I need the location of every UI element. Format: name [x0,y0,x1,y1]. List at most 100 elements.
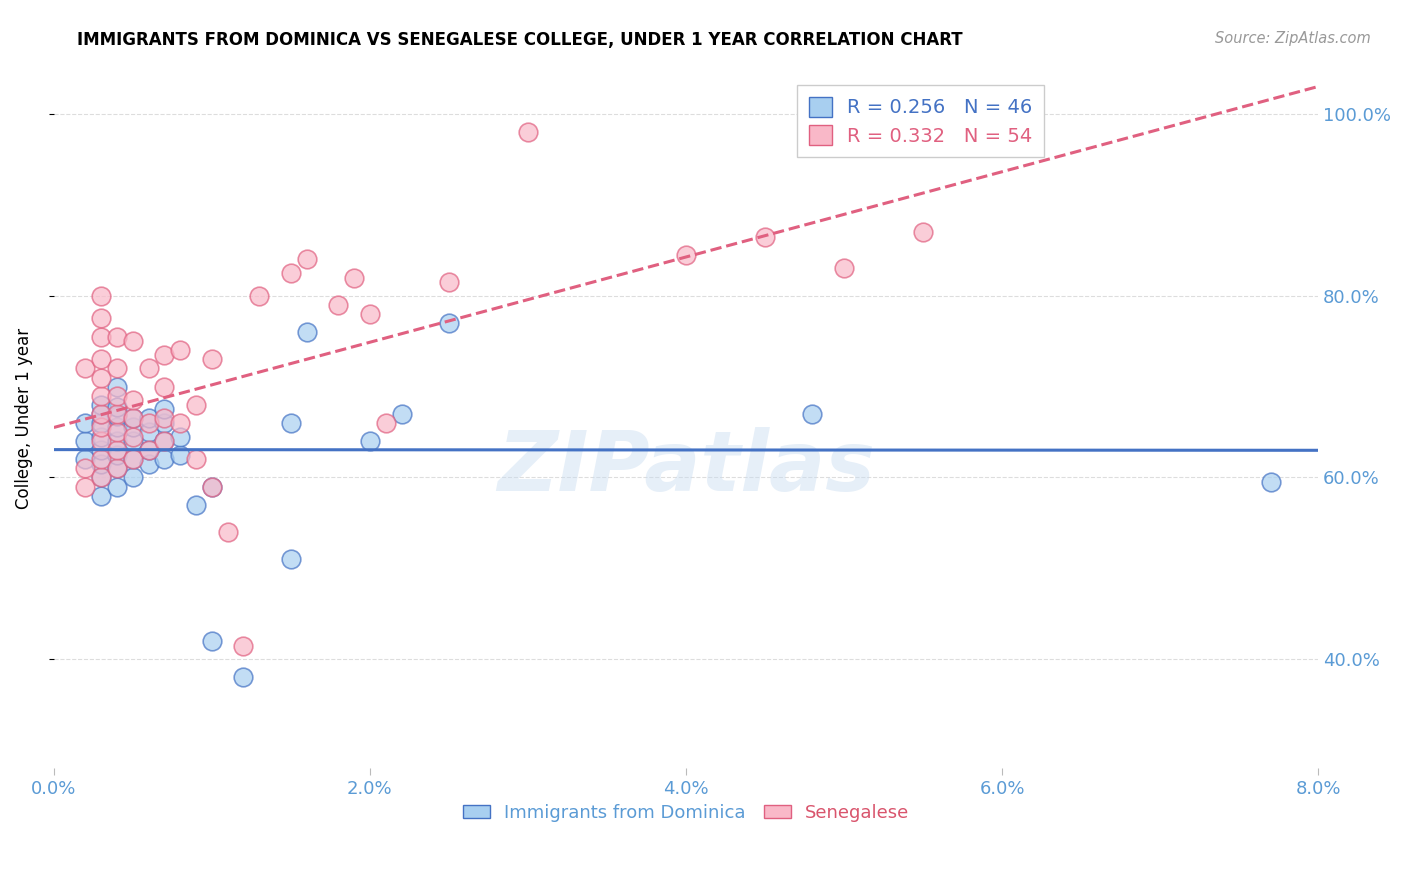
Point [90,470,112,484]
Point [153,348,176,362]
Point [105,379,128,393]
Point [105,461,128,475]
Point [90,416,112,430]
Point [138,416,160,430]
Point [138,425,160,439]
Point [121,470,143,484]
Point [153,434,176,449]
Point [516,125,538,139]
Legend: Immigrants from Dominica, Senegalese: Immigrants from Dominica, Senegalese [456,797,917,830]
Point [169,448,191,462]
Point [105,407,128,421]
Point [153,452,176,467]
Point [90,329,112,343]
Point [105,434,128,449]
Point [295,325,318,339]
Point [217,524,239,539]
Point [359,307,381,321]
Point [121,434,143,449]
Point [75,434,97,449]
Point [153,402,176,417]
Point [1260,475,1282,489]
Point [169,416,191,430]
Point [75,361,97,376]
Point [121,452,143,467]
Point [105,361,128,376]
Point [374,416,396,430]
Point [90,489,112,503]
Point [280,416,302,430]
Point [105,389,128,403]
Point [121,429,143,443]
Point [391,407,413,421]
Point [90,470,112,484]
Point [105,329,128,343]
Point [153,411,176,425]
Point [232,639,254,653]
Text: Source: ZipAtlas.com: Source: ZipAtlas.com [1215,31,1371,46]
Point [675,248,697,262]
Point [105,400,128,414]
Y-axis label: College, Under 1 year: College, Under 1 year [15,328,32,509]
Point [90,407,112,421]
Point [328,298,350,312]
Point [138,443,160,458]
Point [121,411,143,425]
Point [75,461,97,475]
Point [138,361,160,376]
Point [169,343,191,358]
Point [121,411,143,425]
Point [184,398,207,412]
Point [201,352,224,367]
Point [105,479,128,493]
Point [90,452,112,467]
Point [121,452,143,467]
Point [105,443,128,458]
Point [90,429,112,443]
Point [105,425,128,439]
Point [138,443,160,458]
Point [90,434,112,449]
Point [105,448,128,462]
Point [201,634,224,648]
Point [437,316,460,330]
Point [184,452,207,467]
Point [169,429,191,443]
Point [153,434,176,449]
Point [90,289,112,303]
Point [247,289,270,303]
Point [801,407,824,421]
Point [754,229,776,244]
Point [90,457,112,471]
Point [121,393,143,408]
Point [153,416,176,430]
Point [280,552,302,566]
Point [201,479,224,493]
Point [343,270,366,285]
Point [295,252,318,267]
Point [437,275,460,289]
Point [832,261,855,276]
Point [105,420,128,434]
Point [90,352,112,367]
Point [201,479,224,493]
Point [75,416,97,430]
Point [90,370,112,384]
Point [153,379,176,393]
Point [75,452,97,467]
Point [90,443,112,458]
Point [359,434,381,449]
Point [184,498,207,512]
Text: ZIPatlas: ZIPatlas [498,427,875,508]
Point [121,420,143,434]
Point [280,266,302,280]
Point [232,670,254,684]
Point [90,420,112,434]
Point [105,409,128,423]
Point [105,461,128,475]
Point [138,457,160,471]
Point [90,398,112,412]
Point [912,225,935,239]
Point [90,311,112,326]
Point [75,479,97,493]
